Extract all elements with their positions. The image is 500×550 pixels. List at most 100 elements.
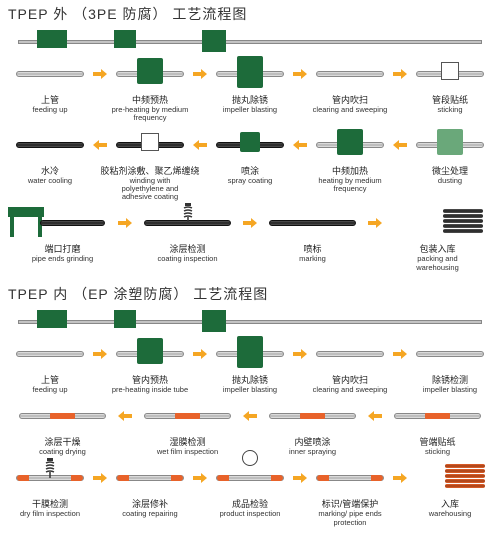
step-label-en: feeding up (32, 106, 67, 114)
step-graphic (408, 336, 492, 372)
step-label-cn: 水冷 (41, 164, 59, 177)
step-graphic (133, 398, 242, 434)
arrow-icon (392, 127, 408, 163)
process-step: 胶粘剂涂敷、聚乙烯缠绕 winding with polyethylene an… (108, 127, 192, 202)
top-rail-2 (8, 310, 492, 332)
step-label-en: packing and warehousing (395, 255, 480, 272)
section-outer: TPEP 外 （3PE 防腐） 工艺流程图 上管 feeding up 中频预热… (0, 0, 500, 280)
section-inner: TPEP 内 （EP 涂塑防腐） 工艺流程图 上管 feeding up 管内预… (0, 280, 500, 535)
step-label-en: marking/ pipe ends protection (308, 510, 392, 527)
top-rail-1 (8, 30, 492, 52)
step-graphic (8, 460, 92, 496)
process-step: 管内预热 pre-heating inside tube (108, 336, 192, 394)
step-label-en: dry film inspection (20, 510, 80, 518)
step-graphic (308, 56, 392, 92)
arrow-icon (92, 127, 108, 163)
step-label-cn: 上管 (41, 373, 59, 386)
step-graphic (408, 460, 492, 496)
step-graphic (8, 56, 92, 92)
process-step: 湿膜检测 wet film inspection (133, 398, 242, 456)
step-graphic (308, 127, 392, 163)
process-step: 干膜检测 dry film inspection (8, 460, 92, 518)
arrow-icon (92, 460, 108, 496)
arrow-icon (367, 205, 383, 241)
arrow-icon (117, 398, 133, 434)
step-graphic (108, 56, 192, 92)
step-label-en: dusting (438, 177, 462, 185)
process-step: 涂层检测 coating inspection (133, 205, 242, 263)
step-label-en: clearing and sweeping (313, 106, 388, 114)
step-graphic (8, 205, 117, 241)
step-graphic (208, 127, 292, 163)
step-label-en: coating drying (39, 448, 86, 456)
step-label-en: warehousing (429, 510, 472, 518)
arrow-icon (192, 127, 208, 163)
title-inner: TPEP 内 （EP 涂塑防腐） 工艺流程图 (8, 284, 492, 304)
process-step: 成品检验 product inspection (208, 460, 292, 518)
step-label-en: inner spraying (289, 448, 336, 456)
step-label-en: winding with polyethylene and adhesive c… (108, 177, 192, 202)
process-step: 上管 feeding up (8, 336, 92, 394)
arrow-icon (292, 336, 308, 372)
step-label-en: sticking (425, 448, 450, 456)
step-label-cn: 胶粘剂涂敷、聚乙烯缠绕 (101, 164, 200, 177)
step-graphic (408, 56, 492, 92)
process-row: 涂层干燥 coating drying 湿膜检测 wet film inspec… (8, 398, 492, 456)
step-label-cn: 喷涂 (241, 164, 259, 177)
step-label-en: impeller blasting (223, 106, 277, 114)
arrow-icon (192, 336, 208, 372)
arrow-icon (92, 56, 108, 92)
step-label-en: impeller blasting (423, 386, 477, 394)
process-row: 水冷 water cooling 胶粘剂涂敷、聚乙烯缠绕 winding wit… (8, 127, 492, 202)
process-step: 涂层干燥 coating drying (8, 398, 117, 456)
step-label-en: pipe ends grinding (32, 255, 93, 263)
arrow-icon (117, 205, 133, 241)
process-step: 端口打磨 pipe ends grinding (8, 205, 117, 263)
step-label-en: spray coating (228, 177, 273, 185)
section2-rows: 上管 feeding up 管内预热 pre-heating inside tu… (8, 336, 492, 527)
step-graphic (133, 205, 242, 241)
process-step: 中频加热 heating by medium frequency (308, 127, 392, 194)
step-graphic (258, 205, 367, 241)
step-label-cn: 除锈检测 (432, 373, 468, 386)
step-label-en: pre-heating by medium frequency (108, 106, 192, 123)
process-row: 上管 feeding up 中频预热 pre-heating by medium… (8, 56, 492, 123)
step-graphic (258, 398, 367, 434)
process-step: 除锈检测 impeller blasting (408, 336, 492, 394)
step-graphic (208, 336, 292, 372)
step-graphic (308, 336, 392, 372)
step-label-en: product inspection (220, 510, 281, 518)
step-graphic (8, 336, 92, 372)
step-graphic (208, 56, 292, 92)
step-label-en: feeding up (32, 386, 67, 394)
step-label-en: impeller blasting (223, 386, 277, 394)
step-label-en: pre-heating inside tube (112, 386, 188, 394)
step-label-en: marking (299, 255, 326, 263)
arrow-icon (392, 56, 408, 92)
process-step: 喷涂 spray coating (208, 127, 292, 185)
arrow-icon (192, 56, 208, 92)
arrow-icon (292, 127, 308, 163)
process-row: 上管 feeding up 管内预热 pre-heating inside tu… (8, 336, 492, 394)
arrow-icon (367, 398, 383, 434)
process-step: 管段贴纸 sticking (408, 56, 492, 114)
arrow-icon (242, 205, 258, 241)
arrow-icon (192, 460, 208, 496)
process-step: 管内吹扫 clearing and sweeping (308, 56, 392, 114)
process-step: 入库 warehousing (408, 460, 492, 518)
step-label-cn: 微尘处理 (432, 164, 468, 177)
process-step: 管端贴纸 sticking (383, 398, 492, 456)
step-label-en: heating by medium frequency (308, 177, 392, 194)
section1-rows: 上管 feeding up 中频预热 pre-heating by medium… (8, 56, 492, 272)
step-label-en: clearing and sweeping (313, 386, 388, 394)
step-graphic (8, 398, 117, 434)
title-outer: TPEP 外 （3PE 防腐） 工艺流程图 (8, 4, 492, 24)
process-step: 抛丸除锈 impeller blasting (208, 56, 292, 114)
arrow-icon (392, 460, 408, 496)
process-row: 干膜检测 dry film inspection 涂层修补 coating re… (8, 460, 492, 527)
process-step: 涂层修补 coating repairing (108, 460, 192, 518)
step-graphic (208, 460, 292, 496)
process-step: 水冷 water cooling (8, 127, 92, 185)
process-row: 端口打磨 pipe ends grinding 涂层检测 coating ins… (8, 205, 492, 272)
step-label-en: wet film inspection (157, 448, 218, 456)
